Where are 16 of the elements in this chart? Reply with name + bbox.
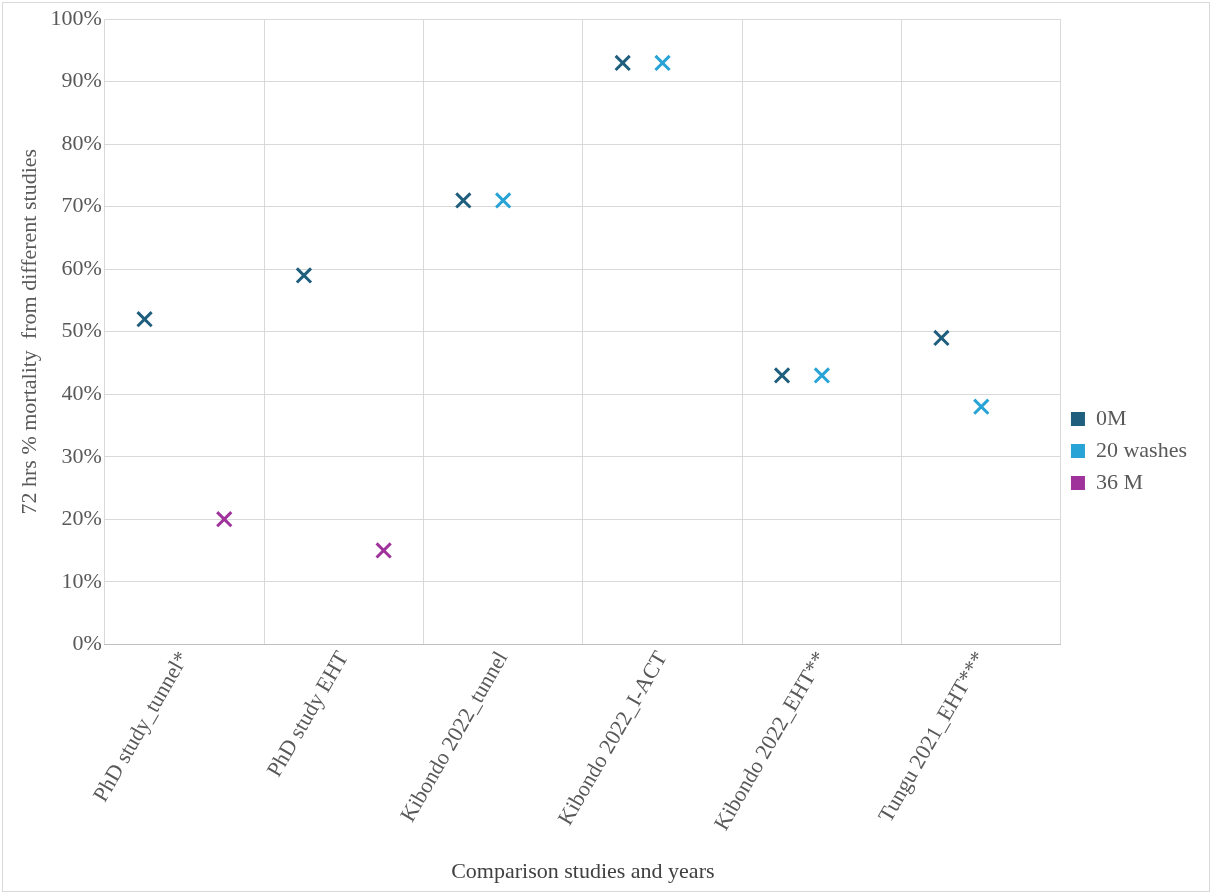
y-tick-label: 30% xyxy=(61,442,102,468)
y-axis-title: 72 hrs % mortality from different studies xyxy=(15,148,41,515)
legend-label: 0M xyxy=(1095,404,1127,430)
y-tick-label: 20% xyxy=(61,505,102,531)
legend-label: 36 M xyxy=(1095,468,1144,494)
y-tick-label: 50% xyxy=(61,317,102,343)
legend-label: 20 washes xyxy=(1095,436,1188,462)
y-tick-label: 90% xyxy=(61,67,102,93)
y-tick-label: 70% xyxy=(61,192,102,218)
y-tick-label: 10% xyxy=(61,567,102,593)
y-tick-label: 60% xyxy=(61,254,102,280)
x-axis-title: Comparison studies and years xyxy=(451,857,715,883)
y-tick-label: 0% xyxy=(72,630,102,656)
y-tick-label: 80% xyxy=(61,129,102,155)
y-tick-label: 100% xyxy=(50,4,102,30)
y-tick-label: 40% xyxy=(61,380,102,405)
